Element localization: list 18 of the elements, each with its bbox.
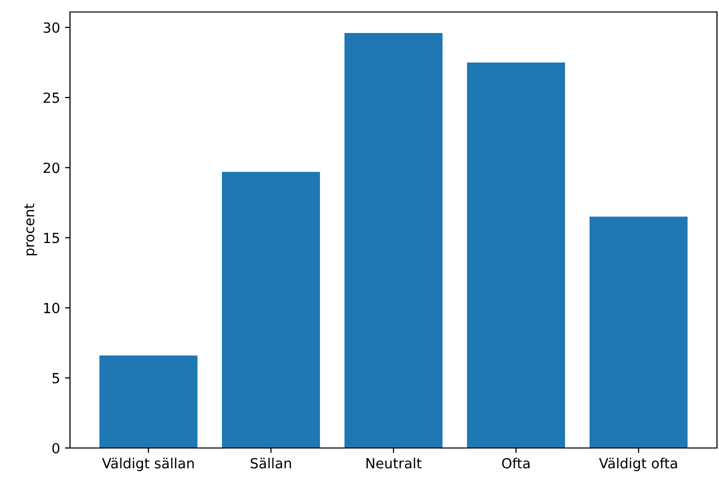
y-axis-title: procent <box>24 204 38 256</box>
bar <box>590 216 688 448</box>
y-tick-label: 5 <box>52 373 60 384</box>
y-tick-label: 30 <box>44 22 60 33</box>
bar <box>467 62 566 448</box>
y-tick-label: 20 <box>44 162 60 174</box>
x-tick-label: Ofta <box>502 458 530 468</box>
x-tick-label: Sällan <box>250 458 291 468</box>
bar <box>222 172 320 448</box>
x-tick-label: Väldigt sällan <box>102 458 194 472</box>
bar <box>344 33 443 448</box>
bar <box>99 355 198 448</box>
y-tick-label: 0 <box>52 442 60 454</box>
y-tick-label: 25 <box>44 92 60 103</box>
y-tick-label: 10 <box>44 302 60 314</box>
x-tick-label: Neutralt <box>366 458 422 468</box>
y-tick-label: 15 <box>44 232 60 244</box>
x-tick-label: Väldigt ofta <box>599 458 677 472</box>
